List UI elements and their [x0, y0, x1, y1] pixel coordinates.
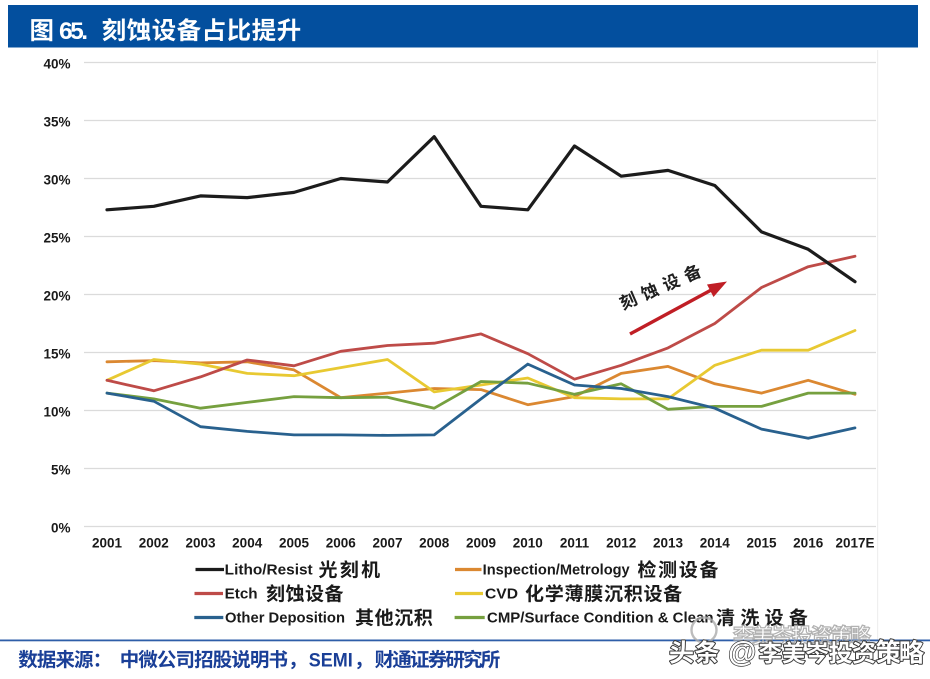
svg-text:35%: 35%: [43, 115, 70, 130]
svg-text:2003: 2003: [185, 536, 216, 551]
svg-text:2010: 2010: [513, 536, 543, 551]
svg-text:2016: 2016: [793, 536, 824, 551]
svg-text:CMP/Surface Condition & Clean: CMP/Surface Condition & Clean: [487, 611, 714, 627]
svg-text:20%: 20%: [43, 289, 70, 304]
svg-text:2001: 2001: [92, 536, 123, 551]
svg-text:10%: 10%: [43, 405, 70, 420]
svg-text:2013: 2013: [653, 536, 684, 551]
svg-text:2007: 2007: [372, 536, 402, 551]
svg-text:Litho/Resist: Litho/Resist: [225, 563, 313, 579]
svg-text:25%: 25%: [43, 231, 70, 246]
svg-text:5%: 5%: [51, 463, 71, 478]
svg-text:Etch: Etch: [225, 587, 258, 603]
svg-text:Inspection/Metrology: Inspection/Metrology: [483, 563, 630, 579]
svg-text:2012: 2012: [606, 536, 636, 551]
svg-text:2014: 2014: [700, 536, 731, 551]
svg-text:Other Deposition: Other Deposition: [225, 611, 345, 627]
svg-text:2005: 2005: [279, 536, 310, 551]
svg-text:0%: 0%: [51, 521, 71, 536]
svg-text:2002: 2002: [139, 536, 169, 551]
svg-text:CVD: CVD: [485, 587, 518, 603]
svg-text:2008: 2008: [419, 536, 450, 551]
svg-text:2006: 2006: [326, 536, 357, 551]
svg-text:30%: 30%: [43, 173, 70, 188]
svg-text:65.: 65.: [59, 18, 88, 45]
svg-text:2015: 2015: [746, 536, 777, 551]
svg-text:SEMI: SEMI: [309, 650, 353, 672]
svg-text:@: @: [728, 637, 756, 669]
svg-text:2011: 2011: [560, 536, 590, 551]
svg-text:2009: 2009: [466, 536, 496, 551]
svg-text:2004: 2004: [232, 536, 263, 551]
svg-text:40%: 40%: [43, 57, 70, 72]
svg-text:2017E: 2017E: [835, 536, 874, 551]
svg-text:15%: 15%: [43, 347, 70, 362]
